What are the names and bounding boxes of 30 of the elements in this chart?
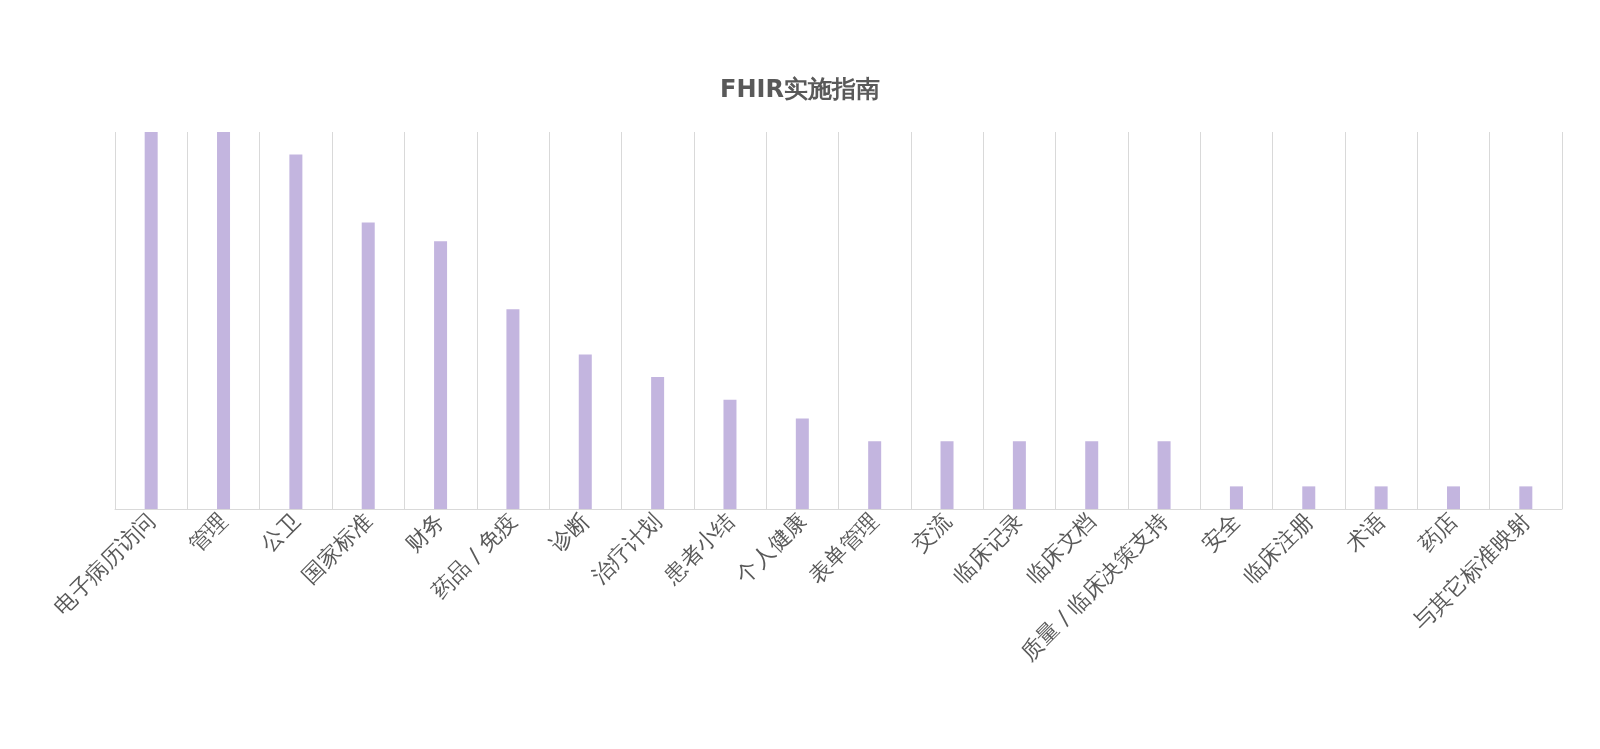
x-tick-label: 公卫 [255, 508, 305, 557]
x-tick-label: 诊断 [545, 508, 595, 557]
bar [795, 418, 809, 509]
x-tick-label: 管理 [183, 508, 233, 557]
bar [1157, 441, 1171, 509]
bar [1374, 486, 1388, 509]
bar [1302, 486, 1316, 509]
x-tick-label: 电子病历访问 [49, 508, 161, 620]
bar [217, 132, 231, 509]
bar [868, 441, 882, 509]
bar [578, 354, 592, 509]
chart-title: FHIR实施指南 [720, 75, 880, 103]
bar [1446, 486, 1460, 509]
bar [506, 309, 520, 509]
bar [651, 377, 665, 509]
bar [434, 241, 448, 509]
bar [144, 132, 158, 509]
bar [1229, 486, 1243, 509]
bar [723, 399, 737, 509]
bar [1519, 486, 1533, 509]
x-tick-label: 药店 [1413, 508, 1463, 557]
x-tick-label: 财务 [400, 508, 450, 557]
x-tick-label: 术语 [1341, 508, 1390, 557]
bar [1085, 441, 1099, 509]
bar [289, 154, 303, 509]
bar [361, 222, 375, 509]
x-tick-label: 交流 [907, 508, 956, 557]
bar [1012, 441, 1026, 509]
x-tick-label: 安全 [1196, 508, 1246, 557]
bar [940, 441, 954, 509]
